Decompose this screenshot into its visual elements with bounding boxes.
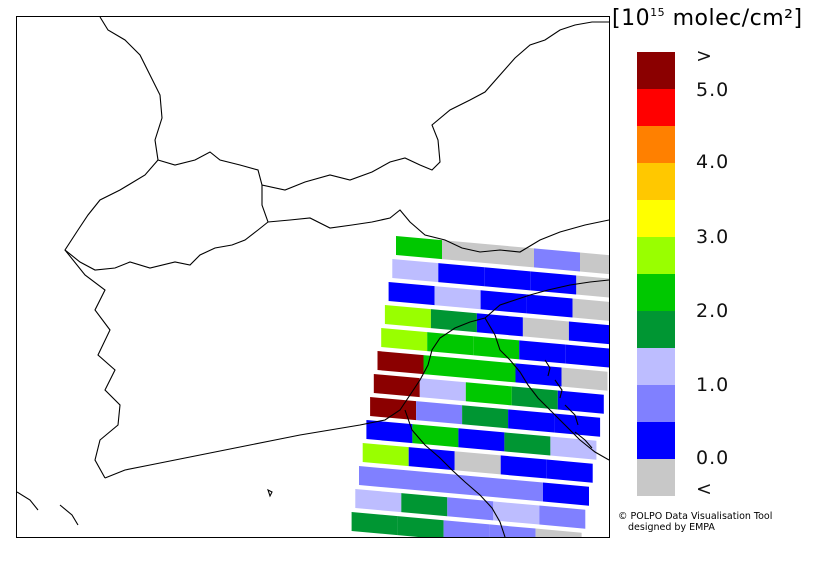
swath-pixel	[366, 420, 413, 444]
swath-pixel	[504, 432, 551, 456]
legend-label-2: 2.0	[696, 300, 730, 322]
legend-label-5: 5.0	[696, 79, 730, 101]
swath-pixel	[377, 351, 424, 375]
credit-line-2: designed by EMPA	[628, 522, 715, 533]
colorbar	[637, 52, 675, 496]
swath-pixel	[580, 252, 609, 275]
swath-pixel	[473, 336, 520, 360]
swath-pixel	[489, 524, 536, 537]
country-borders	[17, 17, 609, 537]
swath-pixel	[576, 275, 609, 298]
swath-pixel	[373, 374, 420, 398]
swath-pixel	[522, 317, 569, 341]
legend-label-3: 3.0	[696, 226, 730, 248]
swath-pixel	[447, 497, 494, 521]
swath-pixel	[381, 328, 428, 352]
swath-pixel	[454, 451, 501, 475]
swath-pixel	[568, 321, 609, 345]
no2-swath	[351, 236, 609, 537]
colorbar-swatch	[637, 126, 675, 163]
colorbar-swatch	[637, 163, 675, 200]
swath-pixel	[451, 474, 497, 498]
swath-pixel	[534, 248, 580, 272]
legend-label-4: 4.0	[696, 151, 730, 173]
swath-pixel	[554, 413, 601, 437]
swath-pixel	[351, 512, 398, 536]
colorbar-swatch	[637, 89, 675, 126]
legend-label-0: 0.0	[696, 447, 730, 469]
swath-pixel	[543, 482, 589, 506]
swath-pixel	[362, 443, 409, 467]
colorbar-swatch	[637, 200, 675, 237]
swath-pixel	[508, 409, 555, 433]
swath-pixel	[396, 236, 442, 260]
swath-pixel	[530, 271, 577, 295]
colorbar-swatch	[637, 422, 675, 459]
swath-pixel	[388, 282, 435, 306]
legend-label-below: <	[696, 478, 713, 500]
swath-pixel	[392, 259, 439, 283]
swath-pixel	[427, 332, 474, 356]
swath-pixel	[535, 528, 582, 537]
swath-pixel	[519, 340, 566, 364]
swath-pixel	[423, 355, 470, 379]
swath-pixel	[416, 401, 463, 425]
swath-pixel	[355, 489, 402, 513]
swath-pixel	[561, 367, 608, 391]
swath-pixel	[484, 267, 531, 291]
swath-pixel	[550, 436, 597, 460]
swath-pixel	[359, 466, 405, 490]
swath-pixel	[384, 305, 431, 329]
swath-pixel	[511, 386, 558, 410]
swath-pixel	[565, 344, 609, 368]
colorbar-swatch	[637, 274, 675, 311]
swath-pixel	[443, 520, 490, 537]
swath-pixel	[430, 309, 477, 333]
colorbar-swatch	[637, 348, 675, 385]
swath-pixel	[480, 290, 527, 314]
colorbar-swatch	[637, 237, 675, 274]
colorbar-swatch	[637, 52, 675, 89]
swath-pixel	[419, 378, 466, 402]
swath-pixel	[401, 493, 448, 517]
swath-pixel	[546, 459, 593, 483]
colorbar-swatch	[637, 311, 675, 348]
swath-pixel	[458, 428, 505, 452]
swath-pixel	[408, 447, 455, 471]
swath-pixel	[539, 505, 586, 529]
legend-title: [1015 molec/cm²]	[612, 6, 803, 31]
swath-pixel	[370, 397, 417, 421]
swath-pixel	[397, 516, 444, 537]
swath-pixel	[572, 298, 609, 321]
swath-pixel	[500, 455, 547, 479]
swath-pixel	[405, 470, 451, 494]
swath-pixel	[434, 286, 481, 310]
swath-pixel	[476, 313, 523, 337]
legend-label-1: 1.0	[696, 374, 730, 396]
legend-label-above: >	[696, 45, 713, 67]
swath-pixel	[412, 424, 459, 448]
swath-pixel	[462, 405, 509, 429]
swath-pixel	[469, 359, 516, 383]
colorbar-swatch	[637, 459, 675, 496]
colorbar-swatch	[637, 385, 675, 422]
swath-pixel	[442, 240, 488, 264]
credit-line-1: © POLPO Data Visualisation Tool	[618, 511, 773, 522]
swath-pixel	[497, 478, 543, 502]
swath-pixel	[465, 382, 512, 406]
swath-pixel	[493, 501, 540, 525]
swath-pixel	[557, 390, 604, 414]
credit-text: © POLPO Data Visualisation Tool designed…	[618, 511, 772, 533]
swath-pixel	[438, 263, 485, 287]
swath-pixel	[526, 294, 573, 318]
